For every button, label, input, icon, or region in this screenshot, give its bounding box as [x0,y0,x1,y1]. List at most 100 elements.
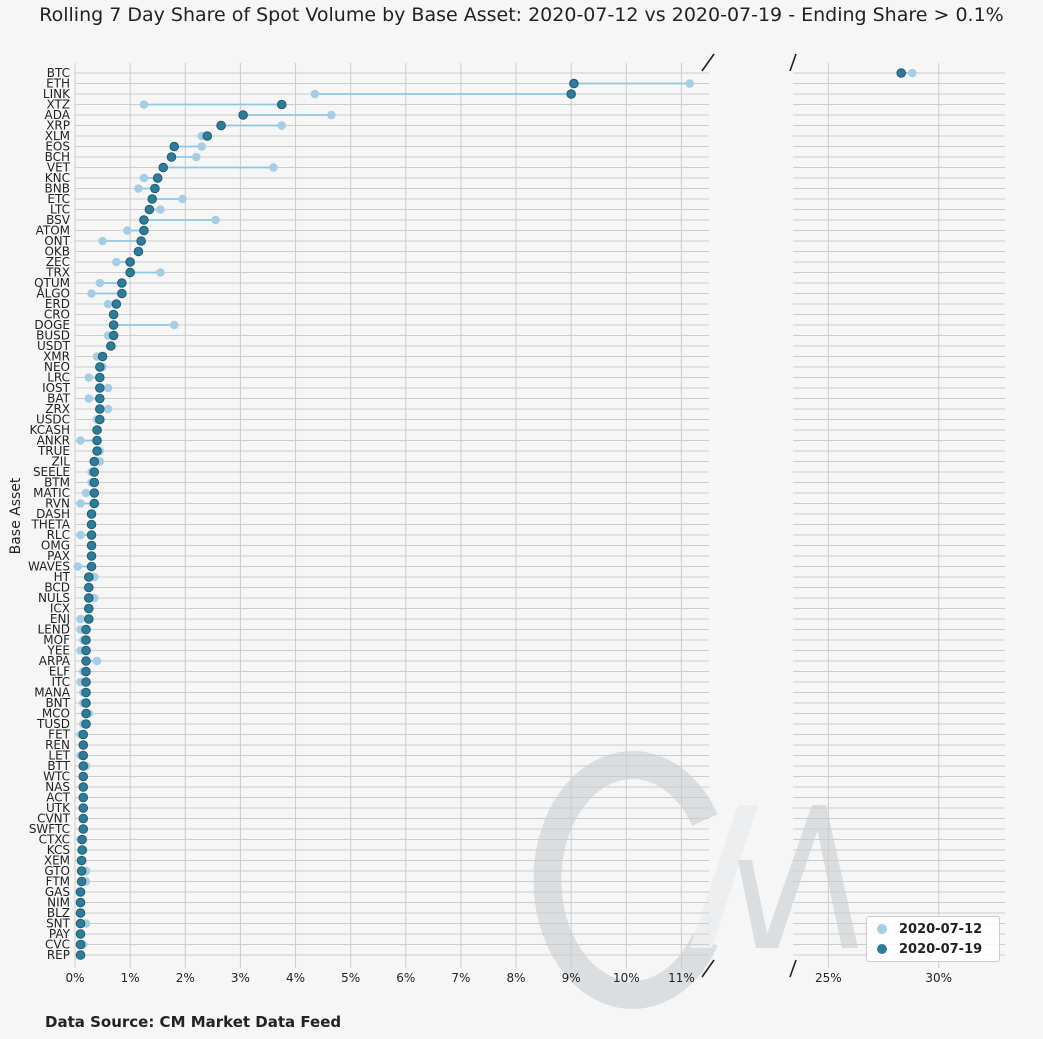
point-2020-07-19 [89,467,100,477]
y-tick-label: GAS [45,885,70,899]
y-tick-label: QTUM [34,276,70,290]
y-tick-label: USDC [36,413,70,427]
point-2020-07-19 [136,236,146,246]
point-2020-07-12 [310,89,320,99]
point-2020-07-19 [95,393,105,404]
y-tick-label: KCASH [30,423,70,437]
legend-marker-series-1 [877,924,887,934]
y-tick-label: CVC [45,938,70,952]
y-tick-label: BUSD [36,329,70,343]
point-2020-07-19 [125,257,135,267]
point-2020-07-19 [125,267,135,278]
y-tick-label: LTC [50,203,70,217]
y-tick-label: ANKR [37,434,70,448]
point-2020-07-12 [139,100,149,109]
point-2020-07-12 [907,68,917,78]
y-tick-label: MATIC [33,486,70,500]
point-2020-07-12 [84,394,94,403]
point-2020-07-19 [78,750,89,761]
x-tick-label: 2% [176,971,195,985]
point-2020-07-19 [78,771,89,782]
point-2020-07-19 [86,540,97,551]
axis-break-marks [701,53,797,978]
cm-watermark-logo [533,751,858,1009]
point-2020-07-19 [216,120,226,131]
y-tick-label: BTT [47,759,70,773]
point-2020-07-19 [95,383,105,393]
point-2020-07-12 [73,562,83,571]
x-tick-label: 11% [668,971,695,985]
y-tick-label: XTZ [46,98,70,112]
y-tick-label: KCS [47,843,70,857]
y-tick-label: SNT [46,917,71,931]
point-2020-07-19 [78,782,89,792]
y-tick-label: NAS [45,780,70,794]
y-tick-label: MOF [43,633,70,647]
y-tick-label: REP [47,948,70,962]
point-2020-07-19 [169,141,180,152]
y-tick-label: BAT [47,392,71,406]
point-2020-07-19 [95,372,105,383]
point-2020-07-19 [75,929,86,939]
point-2020-07-12 [76,614,85,624]
y-tick-label: TRUE [37,444,70,458]
y-tick-label: BNT [45,696,70,710]
y-tick-label: NIM [47,896,70,910]
y-tick-label: XMR [43,350,70,364]
y-tick-label: UTK [46,801,71,815]
y-tick-label: BLZ [47,906,70,920]
point-2020-07-12 [95,278,105,288]
y-tick-label: FTM [46,875,70,889]
y-tick-label: DASH [36,507,70,521]
point-2020-07-19 [78,803,89,813]
y-tick-label: BCH [45,150,70,164]
point-2020-07-19 [75,908,86,918]
y-tick-label: BTM [44,476,70,490]
y-tick-label: XEM [44,854,70,868]
y-tick-label: CTXC [39,833,70,847]
y-tick-label: XLM [45,129,70,143]
y-tick-label: ADA [45,108,71,122]
point-2020-07-19 [95,362,105,372]
point-2020-07-19 [108,330,119,341]
point-2020-07-19 [108,320,119,330]
point-2020-07-19 [75,887,86,897]
point-2020-07-19 [81,656,91,666]
point-2020-07-19 [139,215,149,225]
y-tick-label: TRX [45,266,70,280]
y-tick-label: BNB [45,182,70,196]
legend: 2020-07-12 2020-07-19 [866,916,1000,962]
point-2020-07-12 [123,226,132,235]
legend-marker-series-2 [877,944,887,954]
y-tick-label: CVNT [37,812,71,826]
y-tick-label: USDT [37,339,71,353]
point-2020-07-19 [86,561,97,572]
point-2020-07-19 [89,477,100,488]
point-2020-07-12 [139,173,149,183]
y-tick-label: ENJ [50,612,70,626]
y-tick-label: ALGO [36,287,70,301]
y-tick-label: OMG [41,539,70,553]
point-2020-07-19 [77,845,87,855]
y-tick-label: IOST [42,381,71,395]
point-2020-07-19 [78,761,89,771]
point-2020-07-12 [112,257,121,267]
point-2020-07-12 [76,530,85,540]
point-2020-07-19 [108,309,119,320]
point-2020-07-19 [81,635,91,645]
point-2020-07-12 [76,436,85,445]
x-tick-label: 10% [613,971,640,985]
point-2020-07-19 [75,939,86,950]
point-2020-07-12 [277,121,287,130]
point-2020-07-19 [76,855,87,866]
point-2020-07-19 [117,278,127,288]
point-2020-07-19 [75,897,86,908]
y-tick-label: ELF [49,665,70,679]
y-tick-label: SEELE [33,465,70,479]
point-2020-07-12 [84,373,94,382]
point-2020-07-12 [197,142,207,151]
point-2020-07-19 [86,530,97,540]
y-tick-label: MCO [42,707,70,721]
point-2020-07-19 [83,593,94,603]
point-2020-07-19 [92,425,102,435]
